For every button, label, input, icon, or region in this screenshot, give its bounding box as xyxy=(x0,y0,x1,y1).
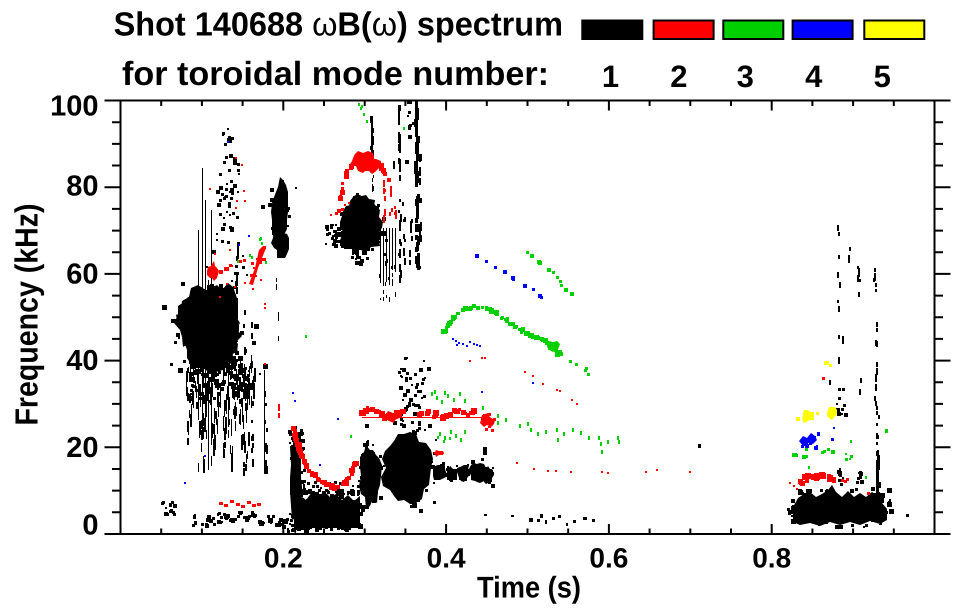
svg-text:2: 2 xyxy=(670,59,687,94)
svg-text:3: 3 xyxy=(737,59,754,94)
svg-text:0.6: 0.6 xyxy=(589,543,628,574)
svg-text:40: 40 xyxy=(66,345,98,377)
svg-text:1: 1 xyxy=(602,59,619,94)
svg-text:0: 0 xyxy=(82,510,98,542)
svg-text:60: 60 xyxy=(66,259,98,291)
svg-text:0.2: 0.2 xyxy=(264,543,303,574)
svg-text:Shot 140688 ωB(ω) spectrum: Shot 140688 ωB(ω) spectrum xyxy=(114,7,563,44)
svg-text:80: 80 xyxy=(66,171,98,203)
svg-text:0.8: 0.8 xyxy=(752,543,791,574)
svg-text:4: 4 xyxy=(805,59,823,94)
svg-text:for toroidal mode number:: for toroidal mode number: xyxy=(122,56,549,93)
svg-text:Frequency (kHz): Frequency (kHz) xyxy=(9,204,45,426)
svg-text:Time (s): Time (s) xyxy=(477,571,581,604)
svg-text:5: 5 xyxy=(874,59,891,94)
svg-text:20: 20 xyxy=(66,432,98,464)
svg-text:0.4: 0.4 xyxy=(427,543,466,574)
svg-text:100: 100 xyxy=(50,90,98,122)
